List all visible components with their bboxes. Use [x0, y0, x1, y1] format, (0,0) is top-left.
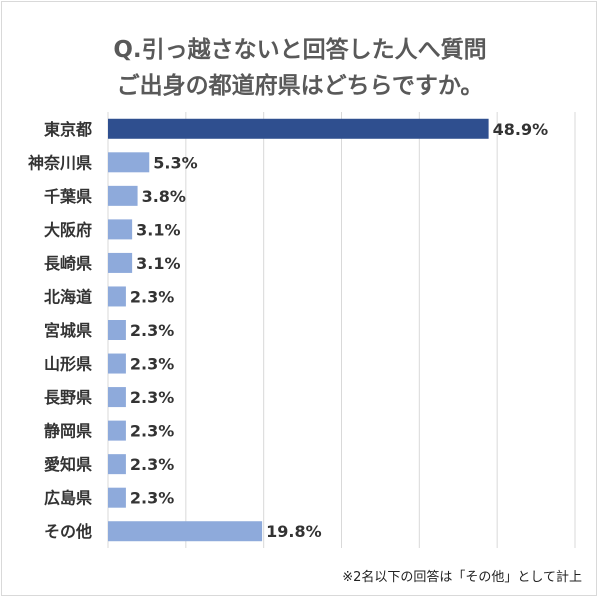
chart-title-line1: Q.引っ越さないと回答した人へ質問 [113, 37, 487, 63]
bar [108, 521, 263, 542]
category-label: 千葉県 [44, 187, 92, 206]
category-label: 東京都 [44, 120, 92, 139]
bar [108, 252, 133, 273]
category-label: 長崎県 [44, 254, 92, 273]
data-label: 2.3% [130, 355, 174, 374]
footnote: ※2名以下の回答は「その他」として計上 [342, 570, 582, 585]
data-label: 2.3% [130, 489, 174, 508]
category-label: 宮城県 [44, 321, 92, 340]
category-label: 山形県 [44, 355, 92, 374]
category-label: 愛知県 [44, 455, 92, 474]
data-label: 2.3% [130, 321, 174, 340]
category-label: 大阪府 [44, 220, 92, 239]
data-label: 3.8% [142, 187, 186, 206]
data-label: 2.3% [130, 388, 174, 407]
data-label: 19.8% [266, 522, 322, 541]
bar [108, 320, 126, 340]
bar [108, 387, 126, 408]
bar [108, 420, 126, 441]
data-label: 2.3% [130, 422, 174, 441]
data-label: 3.1% [136, 220, 180, 239]
data-label: 5.3% [153, 153, 197, 172]
category-label: 静岡県 [44, 422, 92, 441]
data-label: 2.3% [130, 455, 174, 474]
bar [108, 353, 126, 374]
category-label: 北海道 [44, 287, 92, 306]
category-label: 広島県 [44, 489, 92, 508]
data-label: 2.3% [130, 287, 174, 306]
bar [108, 118, 489, 139]
bar [108, 487, 126, 508]
chart-title-line2: ご出身の都道府県はどちらですか。 [116, 73, 484, 99]
category-label: 長野県 [44, 388, 92, 407]
category-label: その他 [44, 522, 92, 541]
bar [108, 152, 150, 173]
category-label: 神奈川県 [28, 153, 92, 172]
data-label: 3.1% [136, 254, 180, 273]
bar [108, 454, 126, 475]
bar [108, 286, 126, 307]
data-label: 48.9% [493, 120, 549, 139]
bar [108, 219, 133, 240]
bar [108, 185, 138, 206]
